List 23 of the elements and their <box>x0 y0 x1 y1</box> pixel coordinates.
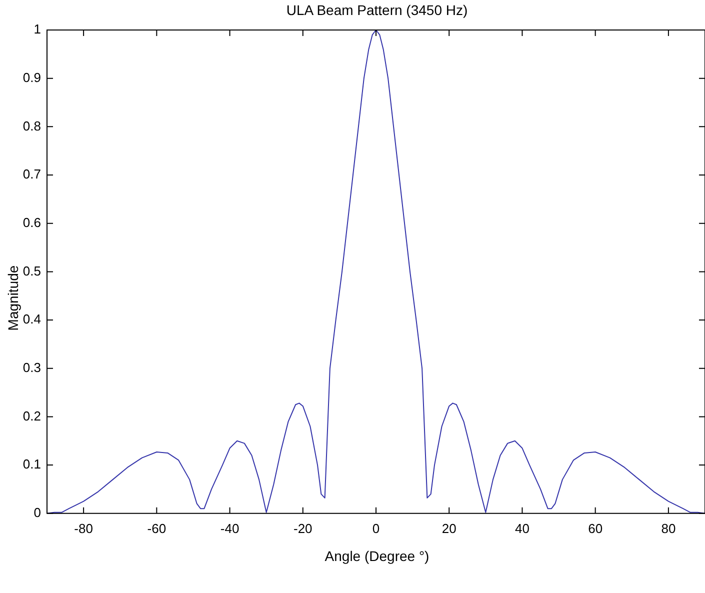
y-tick-label: 0.9 <box>22 70 41 85</box>
x-tick-label: -20 <box>293 520 312 536</box>
y-tick-label: 0.4 <box>22 312 41 327</box>
x-tick-label: -80 <box>74 520 93 536</box>
x-tick-label: 60 <box>588 520 603 536</box>
x-tick-label: 40 <box>514 520 530 536</box>
x-tick-label: 0 <box>372 520 380 536</box>
y-tick-label: 0.5 <box>22 263 41 278</box>
y-tick-label: 0.6 <box>22 214 41 230</box>
x-tick-label: 20 <box>442 520 456 536</box>
x-axis-title: Angle (Degree °) <box>324 548 430 564</box>
y-tick-label: 0 <box>34 504 41 520</box>
chart-title: ULA Beam Pattern (3450 Hz) <box>285 2 469 18</box>
y-tick-label: 0.3 <box>22 360 41 375</box>
y-axis-title: Magnitude <box>5 264 21 333</box>
x-tick-label: -60 <box>147 520 166 536</box>
x-tick-label: -40 <box>220 520 240 536</box>
x-tick-label: 80 <box>661 520 676 536</box>
y-tick-label: 0.7 <box>22 166 41 182</box>
y-tick-label: 1 <box>34 22 41 37</box>
y-tick-label: 0.1 <box>22 456 41 472</box>
y-tick-label: 0.8 <box>22 118 41 134</box>
y-tick-label: 0.2 <box>22 408 41 424</box>
